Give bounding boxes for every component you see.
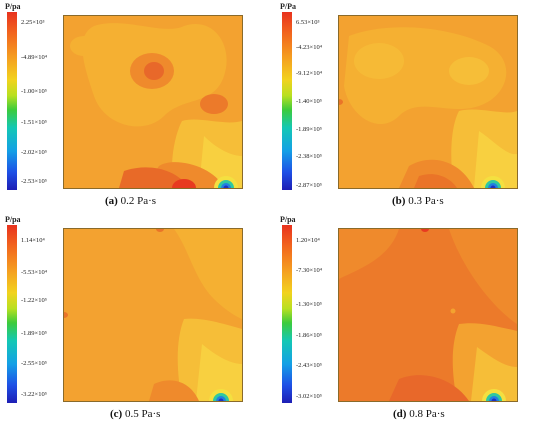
panel-caption: (d) 0.8 Pa·s <box>393 408 445 420</box>
colorbar-tick: -1.89×10⁵ <box>296 126 322 133</box>
colorbar-tick: -2.02×10⁵ <box>21 149 47 156</box>
pressure-contour-plot <box>338 15 518 189</box>
colorbar-tick: -1.89×10⁵ <box>21 330 47 337</box>
colorbar <box>282 225 292 403</box>
pressure-contour-plot <box>63 228 243 402</box>
panel-a: P/pa 2.25×10³ -4.89×10⁴ -1.00×10⁵ -1.51×… <box>0 0 275 213</box>
colorbar-tick: -1.40×10⁵ <box>296 98 322 105</box>
colorbar-tick: 6.53×10³ <box>296 19 320 26</box>
colorbar <box>7 12 17 190</box>
pressure-contour-plot <box>63 15 243 189</box>
panel-d: P/pa 1.20×10⁴ -7.30×10⁴ -1.30×10⁵ -1.86×… <box>275 213 550 426</box>
panel-b: P/Pa 6.53×10³ -4.23×10⁴ -9.12×10⁴ -1.40×… <box>275 0 550 213</box>
colorbar-tick: -3.22×10⁵ <box>21 391 47 398</box>
colorbar-tick: 1.14×10⁴ <box>21 237 45 244</box>
colorbar-tick: -3.02×10⁵ <box>296 393 322 400</box>
colorbar-unit: P/pa <box>280 215 296 224</box>
colorbar-tick: -4.89×10⁴ <box>21 54 47 61</box>
colorbar-tick: -4.23×10⁴ <box>296 44 322 51</box>
colorbar-tick: 1.20×10⁴ <box>296 237 320 244</box>
colorbar <box>282 12 292 190</box>
pressure-contour-plot <box>338 228 518 402</box>
panel-caption: (c) 0.5 Pa·s <box>110 408 161 420</box>
colorbar-unit: P/Pa <box>280 2 296 11</box>
colorbar-tick: -2.53×10⁵ <box>21 178 47 185</box>
colorbar-unit: P/pa <box>5 2 21 11</box>
colorbar-unit: P/pa <box>5 215 21 224</box>
colorbar-tick: -2.87×10⁵ <box>296 182 322 189</box>
colorbar-tick: -2.43×10⁵ <box>296 362 322 369</box>
colorbar-tick: -5.53×10⁴ <box>21 269 47 276</box>
panel-c: P/pa 1.14×10⁴ -5.53×10⁴ -1.22×10⁵ -1.89×… <box>0 213 275 426</box>
colorbar-tick: -2.55×10⁵ <box>21 360 47 367</box>
colorbar-tick: -1.51×10⁵ <box>21 119 47 126</box>
colorbar-tick: 2.25×10³ <box>21 19 45 26</box>
colorbar-tick: -1.86×10⁵ <box>296 332 322 339</box>
colorbar-tick: -7.30×10⁴ <box>296 267 322 274</box>
panel-caption: (b) 0.3 Pa·s <box>392 195 444 207</box>
colorbar-tick: -1.30×10⁵ <box>296 301 322 308</box>
colorbar <box>7 225 17 403</box>
panel-caption: (a) 0.2 Pa·s <box>105 195 157 207</box>
colorbar-tick: -1.00×10⁵ <box>21 88 47 95</box>
colorbar-tick: -1.22×10⁵ <box>21 297 47 304</box>
colorbar-tick: -9.12×10⁴ <box>296 70 322 77</box>
colorbar-tick: -2.38×10⁵ <box>296 153 322 160</box>
